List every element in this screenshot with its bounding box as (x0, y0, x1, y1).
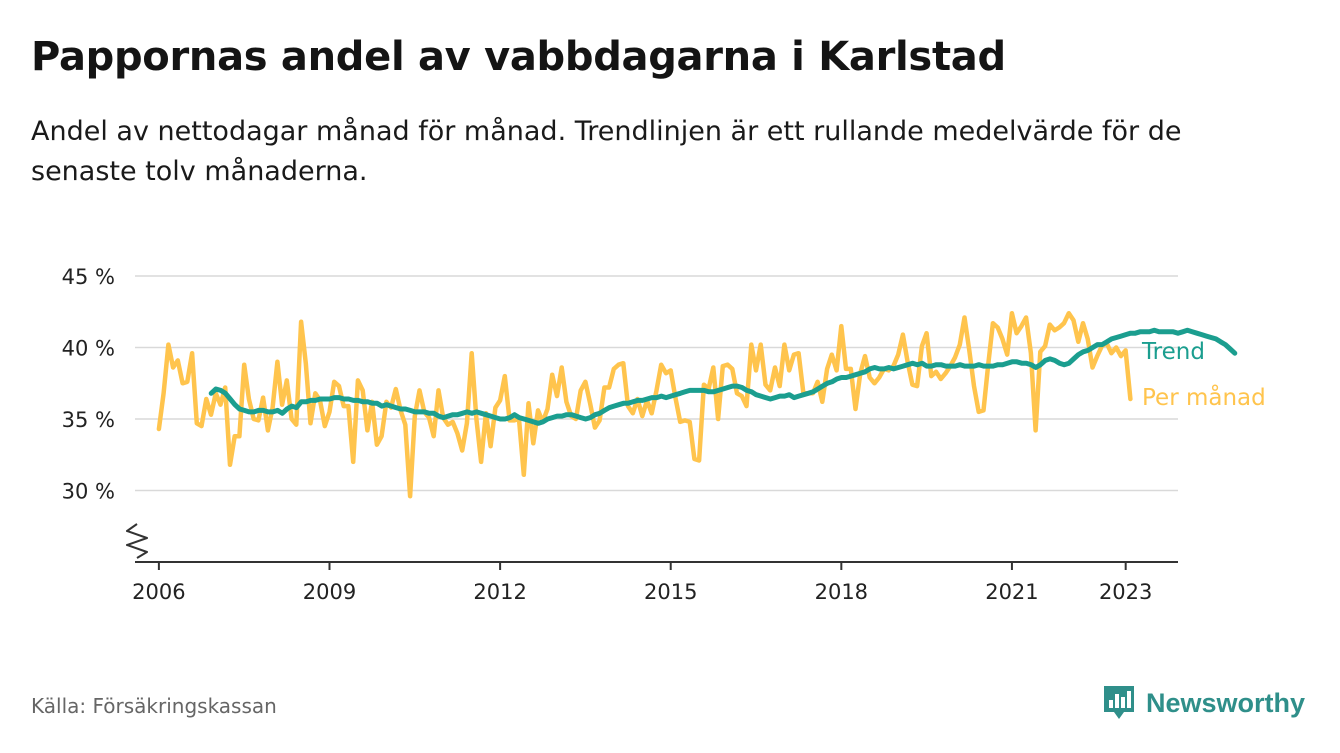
brand-name: Newsworthy (1146, 687, 1306, 718)
x-axis-ticks: 2006 2009 2012 2015 2018 2021 2023 (132, 562, 1152, 604)
y-tick-label: 35 % (62, 408, 115, 432)
series-line-trend (208, 327, 1238, 426)
x-tick-label: 2015 (644, 580, 697, 604)
x-tick-label: 2009 (303, 580, 356, 604)
newsworthy-logo-icon (1104, 686, 1134, 719)
line-chart: 30 % 35 % 40 % 45 % 2006 2009 2012 2015 2018 202… (62, 265, 1266, 604)
x-tick-label: 2012 (473, 580, 526, 604)
chart-subtitle: Andel av nettodagar månad för månad. Tre… (31, 116, 1182, 187)
x-tick-label: 2021 (985, 580, 1038, 604)
y-tick-label: 45 % (62, 265, 115, 289)
chart-title: Pappornas andel av vabbdagarna i Karlsta… (31, 34, 1006, 80)
series-label-per-manad: Per månad (1142, 383, 1266, 411)
series-label-trend: Trend (1141, 339, 1205, 365)
x-tick-label: 2023 (1099, 580, 1152, 604)
source-note: Källa: Försäkringskassan (31, 694, 277, 718)
axis-break-icon (126, 523, 148, 559)
series-line-per-manad (156, 310, 1133, 499)
brand-logo: Newsworthy (1102, 684, 1305, 722)
y-tick-label: 30 % (62, 480, 115, 504)
y-axis-ticks: 30 % 35 % 40 % 45 % (62, 265, 115, 504)
y-tick-label: 40 % (62, 337, 115, 361)
x-tick-label: 2018 (815, 580, 868, 604)
x-tick-label: 2006 (132, 580, 185, 604)
